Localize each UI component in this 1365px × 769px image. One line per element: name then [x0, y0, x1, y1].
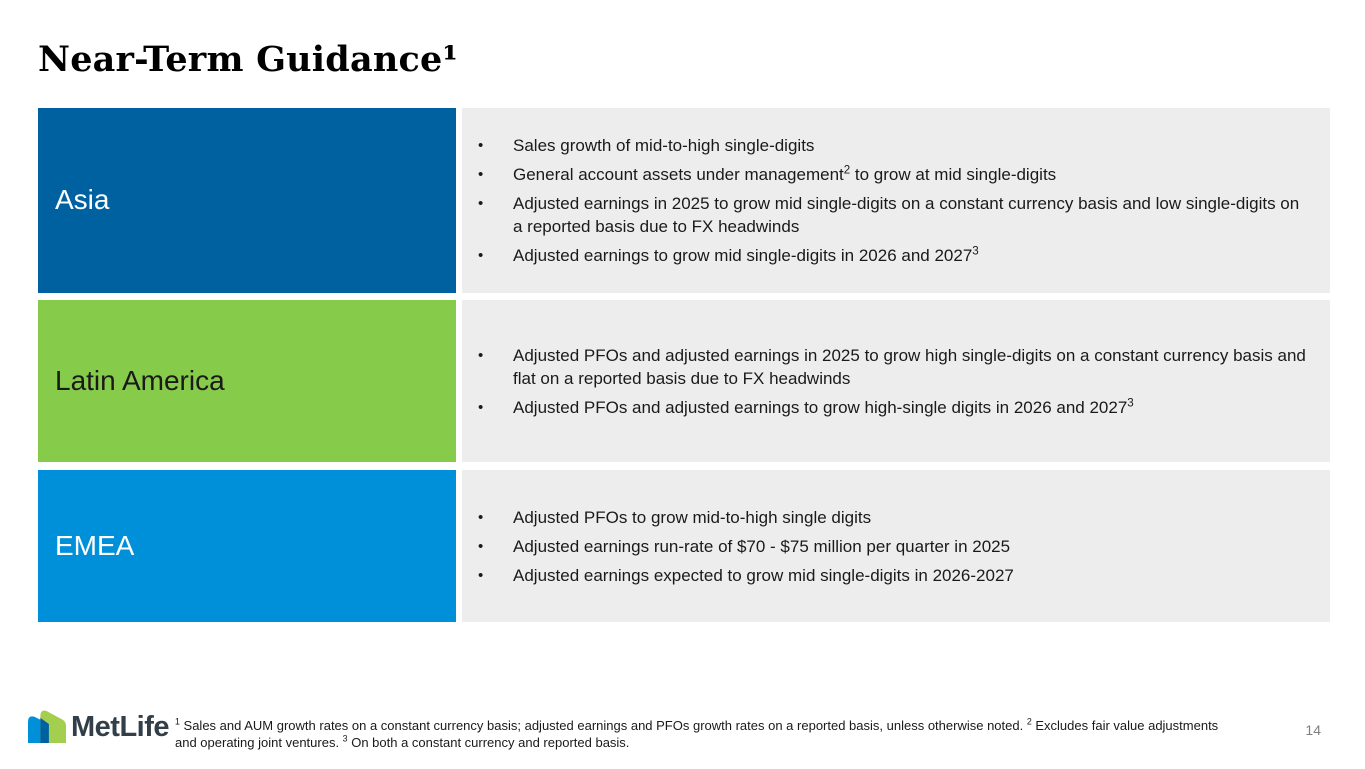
bullet-item: Sales growth of mid-to-high single-digit… — [462, 134, 1308, 157]
region-content-asia: Sales growth of mid-to-high single-digit… — [462, 108, 1330, 293]
region-label-asia: Asia — [55, 184, 110, 216]
page-number: 14 — [1305, 722, 1321, 738]
bullet-item: Adjusted earnings in 2025 to grow mid si… — [462, 192, 1308, 238]
bullet-item: General account assets under management2… — [462, 163, 1308, 186]
region-content-latin-america: Adjusted PFOs and adjusted earnings in 2… — [462, 300, 1330, 462]
slide-title: Near-Term Guidance¹ — [38, 39, 459, 81]
metlife-m-icon — [28, 710, 66, 744]
region-content-emea: Adjusted PFOs to grow mid-to-high single… — [462, 470, 1330, 622]
bullet-list-emea: Adjusted PFOs to grow mid-to-high single… — [462, 500, 1308, 593]
bullet-item: Adjusted PFOs and adjusted earnings in 2… — [462, 344, 1308, 390]
bullet-item: Adjusted PFOs to grow mid-to-high single… — [462, 506, 1308, 529]
bullet-item: Adjusted earnings expected to grow mid s… — [462, 564, 1308, 587]
metlife-wordmark: MetLife — [71, 711, 170, 743]
region-row-asia: Asia Sales growth of mid-to-high single-… — [38, 108, 1330, 293]
logo-overlap-shape — [40, 717, 49, 744]
bullet-list-asia: Sales growth of mid-to-high single-digit… — [462, 128, 1308, 273]
region-row-emea: EMEA Adjusted PFOs to grow mid-to-high s… — [38, 470, 1330, 622]
region-label-emea: EMEA — [55, 529, 135, 561]
region-label-box-asia: Asia — [38, 108, 456, 293]
guidance-table: Asia Sales growth of mid-to-high single-… — [38, 108, 1330, 622]
bullet-list-latin-america: Adjusted PFOs and adjusted earnings in 2… — [462, 338, 1308, 425]
footnote: 1 Sales and AUM growth rates on a consta… — [175, 716, 1219, 750]
bullet-item: Adjusted PFOs and adjusted earnings to g… — [462, 396, 1308, 419]
region-label-box-latin-america: Latin America — [38, 300, 456, 462]
bullet-item: Adjusted earnings run-rate of $70 - $75 … — [462, 535, 1308, 558]
region-label-latin-america: Latin America — [55, 364, 225, 396]
region-row-latin-america: Latin America Adjusted PFOs and adjusted… — [38, 300, 1330, 462]
metlife-logo: MetLife — [28, 705, 170, 744]
bullet-item: Adjusted earnings to grow mid single-dig… — [462, 244, 1308, 267]
region-label-box-emea: EMEA — [38, 470, 456, 622]
